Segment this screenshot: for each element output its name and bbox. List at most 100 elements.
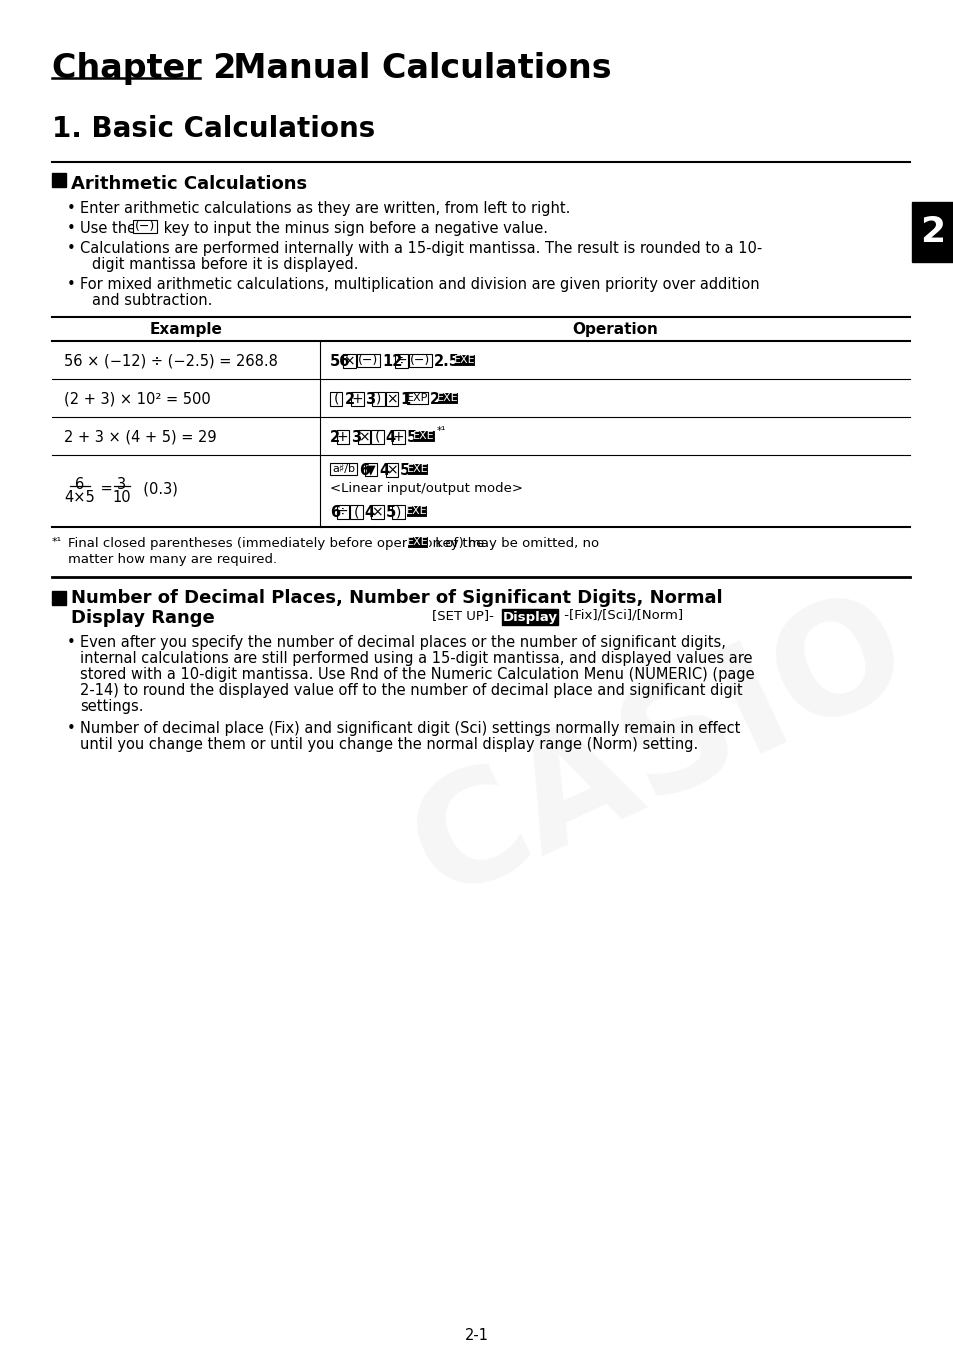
Bar <box>385 463 397 477</box>
Bar <box>371 505 383 518</box>
Text: CASIO: CASIO <box>389 571 929 929</box>
Text: 2-14) to round the displayed value off to the number of decimal place and signif: 2-14) to round the displayed value off t… <box>80 683 741 698</box>
Text: 6: 6 <box>330 505 340 520</box>
Text: ): ) <box>395 505 400 518</box>
Text: EXE: EXE <box>436 393 457 404</box>
Text: Calculations are performed internally with a 15-digit mantissa. The result is ro: Calculations are performed internally wi… <box>80 242 761 256</box>
Text: *¹: *¹ <box>52 537 62 547</box>
Text: 2 + 3 × (4 + 5) = 29: 2 + 3 × (4 + 5) = 29 <box>64 431 216 446</box>
Text: Display: Display <box>502 610 557 624</box>
Text: ×: × <box>386 392 397 406</box>
Bar <box>351 392 363 406</box>
Bar <box>501 609 558 625</box>
Text: -[Fix]/[Sci]/[Norm]: -[Fix]/[Sci]/[Norm] <box>559 609 682 622</box>
Text: EXE: EXE <box>406 464 428 474</box>
Text: +: + <box>336 431 348 444</box>
Text: ×: × <box>386 463 397 477</box>
Bar <box>371 431 383 444</box>
Bar <box>392 505 404 518</box>
Text: Arithmetic Calculations: Arithmetic Calculations <box>71 176 307 193</box>
Text: [SET UP]-: [SET UP]- <box>432 609 497 622</box>
Bar <box>406 392 428 404</box>
Text: ×: × <box>343 354 355 369</box>
Text: 56: 56 <box>330 354 350 369</box>
Text: 4: 4 <box>385 431 395 446</box>
Bar <box>343 354 355 369</box>
Text: EXE: EXE <box>413 431 435 441</box>
Bar <box>330 463 356 475</box>
Text: •: • <box>67 242 75 256</box>
Text: 2-1: 2-1 <box>464 1328 489 1343</box>
Text: digit mantissa before it is displayed.: digit mantissa before it is displayed. <box>91 256 358 271</box>
Text: Use the: Use the <box>80 221 141 236</box>
Text: 2: 2 <box>430 392 439 406</box>
Text: •: • <box>67 277 75 292</box>
Text: 2: 2 <box>344 392 355 406</box>
Text: 3: 3 <box>365 392 375 406</box>
Text: •: • <box>67 221 75 236</box>
Text: 5: 5 <box>385 505 395 520</box>
Bar <box>365 463 376 477</box>
Text: 6: 6 <box>358 463 369 478</box>
Text: Enter arithmetic calculations as they are written, from left to right.: Enter arithmetic calculations as they ar… <box>80 201 570 216</box>
Bar <box>132 220 156 234</box>
Text: 56 × (−12) ÷ (−2.5) = 268.8: 56 × (−12) ÷ (−2.5) = 268.8 <box>64 354 277 369</box>
Text: +: + <box>351 392 363 406</box>
Text: ×: × <box>371 505 383 518</box>
Text: internal calculations are still performed using a 15-digit mantissa, and display: internal calculations are still performe… <box>80 651 752 666</box>
Text: matter how many are required.: matter how many are required. <box>68 554 276 566</box>
Text: a♯/b: a♯/b <box>332 464 355 474</box>
Text: ÷: ÷ <box>395 354 407 369</box>
Text: ÷: ÷ <box>336 505 348 518</box>
Text: key) may be omitted, no: key) may be omitted, no <box>431 537 598 549</box>
Text: Final closed parentheses (immediately before operation of the: Final closed parentheses (immediately be… <box>68 537 488 549</box>
Text: <Linear input/output mode>: <Linear input/output mode> <box>330 482 522 495</box>
Bar <box>406 536 428 548</box>
Bar <box>52 591 66 605</box>
Bar <box>356 354 379 367</box>
Text: 5: 5 <box>406 431 416 446</box>
Text: 12: 12 <box>381 354 402 369</box>
Text: and subtraction.: and subtraction. <box>91 293 213 308</box>
Text: (2 + 3) × 10² = 500: (2 + 3) × 10² = 500 <box>64 392 211 406</box>
Bar <box>350 505 362 518</box>
Bar <box>406 463 428 475</box>
Text: EXE: EXE <box>406 537 428 547</box>
Text: (−): (−) <box>410 354 430 367</box>
Text: 4×5: 4×5 <box>65 490 95 505</box>
Bar <box>357 431 370 444</box>
Bar <box>372 392 384 406</box>
Text: *¹: *¹ <box>436 427 446 436</box>
Text: 4: 4 <box>364 505 375 520</box>
Text: EXE: EXE <box>405 506 427 516</box>
Text: Display Range: Display Range <box>71 609 214 626</box>
Text: 2: 2 <box>920 215 944 248</box>
Text: •: • <box>67 721 75 736</box>
Text: (: ( <box>334 392 338 406</box>
Bar <box>392 431 404 444</box>
Text: Operation: Operation <box>572 323 658 338</box>
Text: 2: 2 <box>330 431 340 446</box>
Text: •: • <box>67 634 75 649</box>
Text: Manual Calculations: Manual Calculations <box>210 53 611 85</box>
Bar <box>52 173 66 188</box>
Text: =: = <box>96 481 117 495</box>
Text: Number of decimal place (Fix) and significant digit (Sci) settings normally rema: Number of decimal place (Fix) and signif… <box>80 721 740 736</box>
Text: settings.: settings. <box>80 699 143 714</box>
Bar <box>405 505 427 517</box>
Text: For mixed arithmetic calculations, multiplication and division are given priorit: For mixed arithmetic calculations, multi… <box>80 277 759 292</box>
Text: 4: 4 <box>378 463 389 478</box>
Text: Even after you specify the number of decimal places or the number of significant: Even after you specify the number of dec… <box>80 634 725 649</box>
Bar <box>436 392 457 404</box>
Text: 1. Basic Calculations: 1. Basic Calculations <box>52 115 375 143</box>
Text: 3: 3 <box>351 431 361 446</box>
Text: Number of Decimal Places, Number of Significant Digits, Normal: Number of Decimal Places, Number of Sign… <box>71 589 721 608</box>
Text: (−): (−) <box>357 354 378 367</box>
Bar <box>911 202 953 262</box>
Text: key to input the minus sign before a negative value.: key to input the minus sign before a neg… <box>158 221 547 236</box>
Bar <box>395 354 407 369</box>
Bar <box>413 431 435 441</box>
Text: 10: 10 <box>112 490 132 505</box>
Bar <box>336 505 349 518</box>
Text: ): ) <box>375 392 380 406</box>
